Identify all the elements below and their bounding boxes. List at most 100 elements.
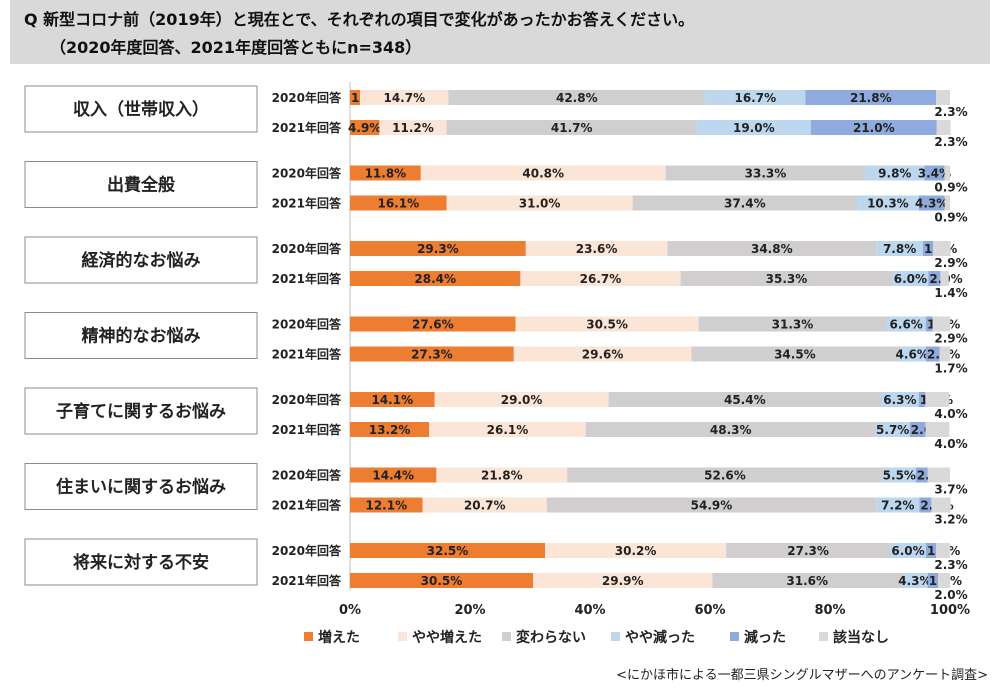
data-label: 2.3% [934,558,967,572]
bar-segment [567,467,883,483]
row-label: 2020年回答 [272,241,342,256]
data-label: 4.3% [898,574,931,588]
bar-segment [350,422,430,437]
data-label: 27.3% [411,348,453,362]
data-label: 20.7% [464,499,506,513]
bar-segment [379,120,447,135]
data-label: 41.7% [551,121,593,135]
bar-segment [925,422,950,437]
bar-segment [898,346,926,362]
legend-label: やや増えた [412,629,482,646]
bar-segment [680,271,893,286]
bar-segment [890,543,926,558]
bar-segment [350,316,516,332]
bar-segment [350,195,447,211]
data-label: 37.4% [724,197,766,211]
bar-segment [915,467,928,483]
bar-segment [429,422,586,437]
data-label: 21.8% [481,469,523,483]
row-label: 2021年回答 [272,196,342,211]
data-label: 26.1% [487,423,529,437]
data-label: 4.0% [934,437,967,451]
data-label: 48.3% [710,423,752,437]
data-label: 29.9% [602,574,644,588]
category-box [24,161,258,208]
bar-segment [926,316,933,332]
bar-segment [546,497,877,513]
chart-title: Q 新型コロナ前（2019年）と現在とで、それぞれの項目で変化があったかお答えく… [24,10,695,29]
bar-segment [925,392,950,407]
row-label: 2021年回答 [272,347,342,362]
x-tick-label: 100% [930,603,970,618]
category-label: 経済的なお悩み [82,250,201,271]
bar-segment [632,195,857,211]
bar-segment [927,573,938,588]
source-note: <にかほ市による一都三県シングルマザーへのアンケート調査> [616,668,988,683]
legend-swatch [819,632,828,641]
data-label: 6.0% [891,544,924,558]
category-box [24,538,258,586]
data-label: 31.3% [772,318,814,332]
data-label: 34.8% [751,242,793,256]
bar-segment [726,543,890,558]
data-label: 4.6% [896,348,929,362]
x-tick-label: 60% [694,603,725,618]
data-label: 27.3% [787,544,829,558]
data-label: 3.4% [918,167,951,181]
data-label: 31.0% [519,197,561,211]
legend-swatch [304,632,313,641]
data-label: 6.0% [894,272,927,286]
category-box [24,463,258,510]
bar-segment [918,392,926,407]
row-label: 2021年回答 [272,422,342,437]
data-label: 12.1% [365,499,407,513]
data-label: 21.8% [850,91,892,105]
bar-segment [712,573,902,588]
data-label: 26.7% [580,272,622,286]
bar-segment [436,467,568,483]
x-tick-label: 20% [454,603,485,618]
bar-segment [931,497,951,513]
row-label: 2021年回答 [272,120,342,135]
bar-segment [902,573,928,588]
row-label: 2020年回答 [272,166,342,181]
legend-label: 該当なし [833,629,889,646]
data-label: 1.7% [934,362,967,376]
data-label: 29.0% [501,393,543,407]
data-label: 10.3% [867,197,909,211]
bar-segment [350,165,421,181]
bar-segment [875,422,910,437]
data-label: 0.9% [934,181,967,195]
data-label: 33.3% [745,167,787,181]
bar-segment [691,346,899,362]
bar-segment [533,573,713,588]
data-label: 5.7% [876,423,909,437]
bar-segment [350,271,521,286]
legend-label: やや減った [625,629,695,646]
row-label: 2021年回答 [272,573,342,588]
data-label: 9.8% [878,167,911,181]
bar-segment [434,392,609,407]
bar-segment [608,392,881,407]
legend-swatch [730,632,739,641]
bar-segment [928,271,941,286]
bar-segment [350,467,437,483]
data-label: 3.2% [934,513,967,527]
data-label: 31.6% [786,574,828,588]
legend-swatch [398,632,407,641]
bar-segment [909,422,926,437]
category-box [24,312,258,359]
data-label: 4.3% [915,197,948,211]
bar-segment [857,195,919,211]
data-label: 32.5% [427,544,469,558]
data-label: 11.2% [392,121,434,135]
bar-segment [926,543,937,558]
bar-segment [926,346,940,362]
bar-segment [865,165,925,181]
category-label: 子育てに関するお悩み [56,401,226,422]
data-label: 2.9% [934,332,967,346]
bar-segment [513,346,692,362]
bar-segment [892,271,929,286]
bar-segment [515,316,699,332]
data-label: 30.2% [615,544,657,558]
